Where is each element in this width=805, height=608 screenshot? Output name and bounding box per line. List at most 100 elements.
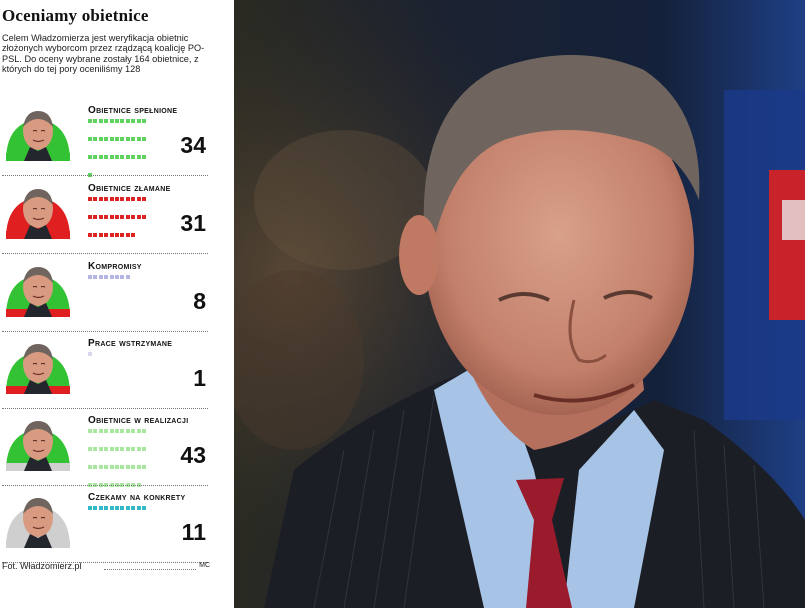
photo-credit: Fot. Władzomierz.pl — [2, 561, 82, 571]
dot-mark — [104, 119, 109, 123]
politician-face-icon — [6, 498, 70, 548]
category-dot-grid — [88, 352, 152, 370]
row-divider — [2, 408, 208, 409]
dot-mark — [120, 137, 125, 141]
dot-mark — [120, 429, 125, 433]
row-divider — [2, 331, 208, 332]
category-row: Obietnice złamane 31 — [0, 175, 214, 253]
category-count: 8 — [193, 288, 206, 314]
dot-mark — [109, 506, 114, 510]
category-label: Prace wstrzymane — [88, 338, 173, 349]
dot-mark — [98, 119, 103, 123]
dot-mark — [114, 233, 119, 237]
dot-mark — [93, 137, 98, 141]
dot-mark — [131, 137, 136, 141]
dot-mark — [114, 197, 119, 201]
dot-mark — [136, 465, 141, 469]
dot-mark — [88, 447, 92, 451]
dot-mark — [109, 233, 114, 237]
dot-mark — [109, 197, 114, 201]
dot-mark — [136, 447, 141, 451]
dot-mark — [125, 506, 130, 510]
dot-mark — [120, 506, 125, 510]
dot-mark — [131, 119, 136, 123]
dot-mark — [93, 447, 98, 451]
row-divider — [2, 562, 208, 563]
dot-mark — [93, 215, 98, 219]
dot-mark — [93, 429, 98, 433]
dot-mark — [98, 447, 103, 451]
dot-mark — [131, 233, 136, 237]
dot-mark — [131, 429, 136, 433]
row-divider — [2, 253, 208, 254]
dot-mark — [131, 215, 136, 219]
category-label: Kompromisy — [88, 261, 142, 272]
dot-mark — [125, 465, 130, 469]
dot-mark — [88, 429, 92, 433]
category-count: 43 — [180, 442, 206, 468]
dot-mark — [136, 137, 141, 141]
category-count: 11 — [181, 519, 206, 545]
footer-dotted-line — [104, 569, 196, 570]
dot-mark — [114, 429, 119, 433]
dot-mark — [104, 155, 109, 159]
category-row: Czekamy na konkrety 11 — [0, 484, 214, 562]
category-dot-grid — [88, 275, 152, 293]
category-label: Obietnice złamane — [88, 183, 171, 194]
dot-mark — [93, 155, 98, 159]
dot-mark — [98, 155, 103, 159]
category-row: Obietnice w realizacji 43 — [0, 407, 214, 487]
dot-mark — [88, 155, 92, 159]
category-dot-grid — [88, 506, 152, 524]
infographic-intro: Celem Władzomierza jest weryfikacja obie… — [2, 33, 205, 75]
category-count: 1 — [193, 365, 206, 391]
dot-mark — [136, 119, 141, 123]
dot-mark — [125, 429, 130, 433]
dot-mark — [98, 465, 103, 469]
dot-mark — [114, 119, 119, 123]
dot-mark — [104, 465, 109, 469]
dot-mark — [125, 155, 130, 159]
dot-mark — [88, 233, 92, 237]
dot-mark — [88, 197, 92, 201]
dot-mark — [88, 275, 92, 279]
infographic-title: Oceniamy obietnice — [2, 6, 149, 25]
dot-mark — [120, 119, 125, 123]
politician-face-icon — [6, 111, 70, 161]
dot-mark — [98, 215, 103, 219]
dot-mark — [120, 275, 125, 279]
dot-mark — [120, 465, 125, 469]
category-count: 31 — [180, 210, 206, 236]
dot-mark — [93, 233, 98, 237]
portrait-photo — [234, 0, 805, 608]
dot-mark — [93, 506, 98, 510]
category-dot-grid — [88, 197, 152, 251]
dot-mark — [93, 275, 98, 279]
category-label: Obietnice spełnione — [88, 105, 178, 116]
dot-mark — [114, 137, 119, 141]
dot-mark — [93, 119, 98, 123]
author-initials: MC — [199, 562, 210, 569]
dot-mark — [131, 447, 136, 451]
politician-face-icon — [6, 421, 70, 471]
category-row: Kompromisy 8 — [0, 253, 214, 331]
row-divider — [2, 485, 208, 486]
category-count: 34 — [180, 132, 206, 158]
dot-mark — [88, 137, 92, 141]
dot-mark — [109, 119, 114, 123]
dot-mark — [131, 197, 136, 201]
dot-mark — [93, 197, 98, 201]
row-divider — [2, 175, 208, 176]
category-row: Prace wstrzymane 1 — [0, 330, 214, 408]
dot-mark — [131, 506, 136, 510]
dot-mark — [114, 506, 119, 510]
dot-mark — [131, 465, 136, 469]
man-in-suit-photo — [234, 0, 805, 608]
dot-mark — [141, 429, 146, 433]
dot-mark — [104, 506, 109, 510]
dot-mark — [120, 447, 125, 451]
dot-mark — [88, 465, 92, 469]
dot-mark — [141, 137, 146, 141]
dot-mark — [141, 215, 146, 219]
